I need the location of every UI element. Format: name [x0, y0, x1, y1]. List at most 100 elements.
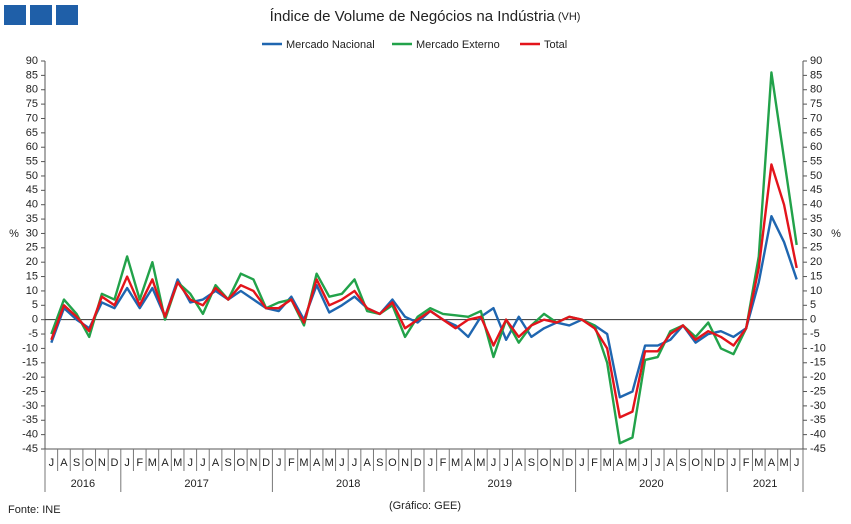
year-label: 2018 [336, 478, 360, 490]
x-tick-label: F [288, 457, 295, 469]
y-tick-label: -45 [22, 443, 38, 455]
y-tick-label: 35 [26, 213, 38, 225]
x-tick-label: M [325, 457, 334, 469]
y2-tick-label: 0 [810, 314, 816, 326]
x-tick-label: F [440, 457, 447, 469]
legend-label: Total [544, 39, 567, 51]
y2-axis-label: % [831, 228, 841, 240]
x-tick-label: M [603, 457, 612, 469]
x-tick-label: A [515, 457, 523, 469]
x-tick-label: S [225, 457, 232, 469]
y-tick-label: 65 [26, 127, 38, 139]
y-tick-label: 55 [26, 155, 38, 167]
y-tick-label: 5 [32, 299, 38, 311]
x-tick-label: J [200, 457, 206, 469]
x-tick-label: O [85, 457, 94, 469]
y2-tick-label: -25 [810, 385, 826, 397]
y2-tick-label: 25 [810, 242, 822, 254]
y2-tick-label: -40 [810, 429, 826, 441]
x-tick-label: A [465, 457, 473, 469]
y2-tick-label: -35 [810, 414, 826, 426]
x-tick-label: J [642, 457, 648, 469]
x-tick-label: A [667, 457, 675, 469]
year-label: 2017 [184, 478, 208, 490]
x-tick-label: D [111, 457, 119, 469]
y-tick-label: 85 [26, 69, 38, 81]
y-tick-label: -20 [22, 371, 38, 383]
y2-tick-label: -20 [810, 371, 826, 383]
y2-tick-label: 15 [810, 270, 822, 282]
title-suffix: (VH) [558, 11, 581, 23]
y2-tick-label: 5 [810, 299, 816, 311]
x-tick-label: J [579, 457, 585, 469]
legend-label: Mercado Externo [416, 39, 500, 51]
x-tick-label: J [655, 457, 661, 469]
x-tick-label: J [428, 457, 434, 469]
x-tick-label: S [528, 457, 535, 469]
x-tick-label: O [540, 457, 549, 469]
y-tick-label: 80 [26, 84, 38, 96]
x-tick-label: N [553, 457, 561, 469]
y-tick-label: 20 [26, 256, 38, 268]
x-tick-label: D [414, 457, 422, 469]
x-tick-label: J [491, 457, 497, 469]
logo-square [30, 5, 52, 25]
y2-tick-label: 85 [810, 69, 822, 81]
x-tick-label: J [352, 457, 358, 469]
year-label: 2020 [639, 478, 663, 490]
y-tick-label: 30 [26, 227, 38, 239]
y2-tick-label: 30 [810, 227, 822, 239]
logo-square [4, 5, 26, 25]
y-tick-label: 75 [26, 98, 38, 110]
x-tick-label: M [779, 457, 788, 469]
y2-tick-label: 50 [810, 170, 822, 182]
x-tick-label: M [173, 457, 182, 469]
x-tick-label: N [704, 457, 712, 469]
y2-tick-label: 55 [810, 155, 822, 167]
y-tick-label: 0 [32, 314, 38, 326]
y2-tick-label: 65 [810, 127, 822, 139]
x-tick-label: M [476, 457, 485, 469]
x-tick-label: J [794, 457, 800, 469]
credit: (Gráfico: GEE) [389, 500, 461, 512]
x-tick-label: O [691, 457, 700, 469]
source: Fonte: INE [8, 504, 61, 516]
x-tick-label: A [363, 457, 371, 469]
x-tick-label: D [262, 457, 270, 469]
x-tick-label: J [276, 457, 282, 469]
x-tick-label: N [98, 457, 106, 469]
year-label: 2019 [488, 478, 512, 490]
y2-tick-label: -5 [810, 328, 820, 340]
y-tick-label: -30 [22, 400, 38, 412]
x-tick-label: A [60, 457, 68, 469]
y-tick-label: -10 [22, 342, 38, 354]
y-tick-label: 15 [26, 270, 38, 282]
x-tick-label: A [313, 457, 321, 469]
x-tick-label: M [754, 457, 763, 469]
x-tick-label: S [73, 457, 80, 469]
y-tick-label: -5 [28, 328, 38, 340]
x-tick-label: M [148, 457, 157, 469]
y-axis-label: % [9, 228, 19, 240]
x-tick-label: A [768, 457, 776, 469]
y-tick-label: 40 [26, 199, 38, 211]
year-label: 2021 [753, 478, 777, 490]
y2-tick-label: 35 [810, 213, 822, 225]
y2-tick-label: -30 [810, 400, 826, 412]
y2-tick-label: 60 [810, 141, 822, 153]
x-tick-label: A [616, 457, 624, 469]
y2-tick-label: 80 [810, 84, 822, 96]
x-tick-label: O [388, 457, 397, 469]
y-tick-label: 70 [26, 112, 38, 124]
y-tick-label: 50 [26, 170, 38, 182]
y-tick-label: -35 [22, 414, 38, 426]
x-tick-label: J [124, 457, 130, 469]
title-main: Índice de Volume de Negócios na Indústri… [270, 8, 556, 25]
x-tick-label: M [628, 457, 637, 469]
y2-tick-label: 90 [810, 55, 822, 67]
series-line [50, 163, 798, 419]
x-tick-label: J [503, 457, 509, 469]
x-tick-label: N [401, 457, 409, 469]
x-tick-label: J [49, 457, 55, 469]
